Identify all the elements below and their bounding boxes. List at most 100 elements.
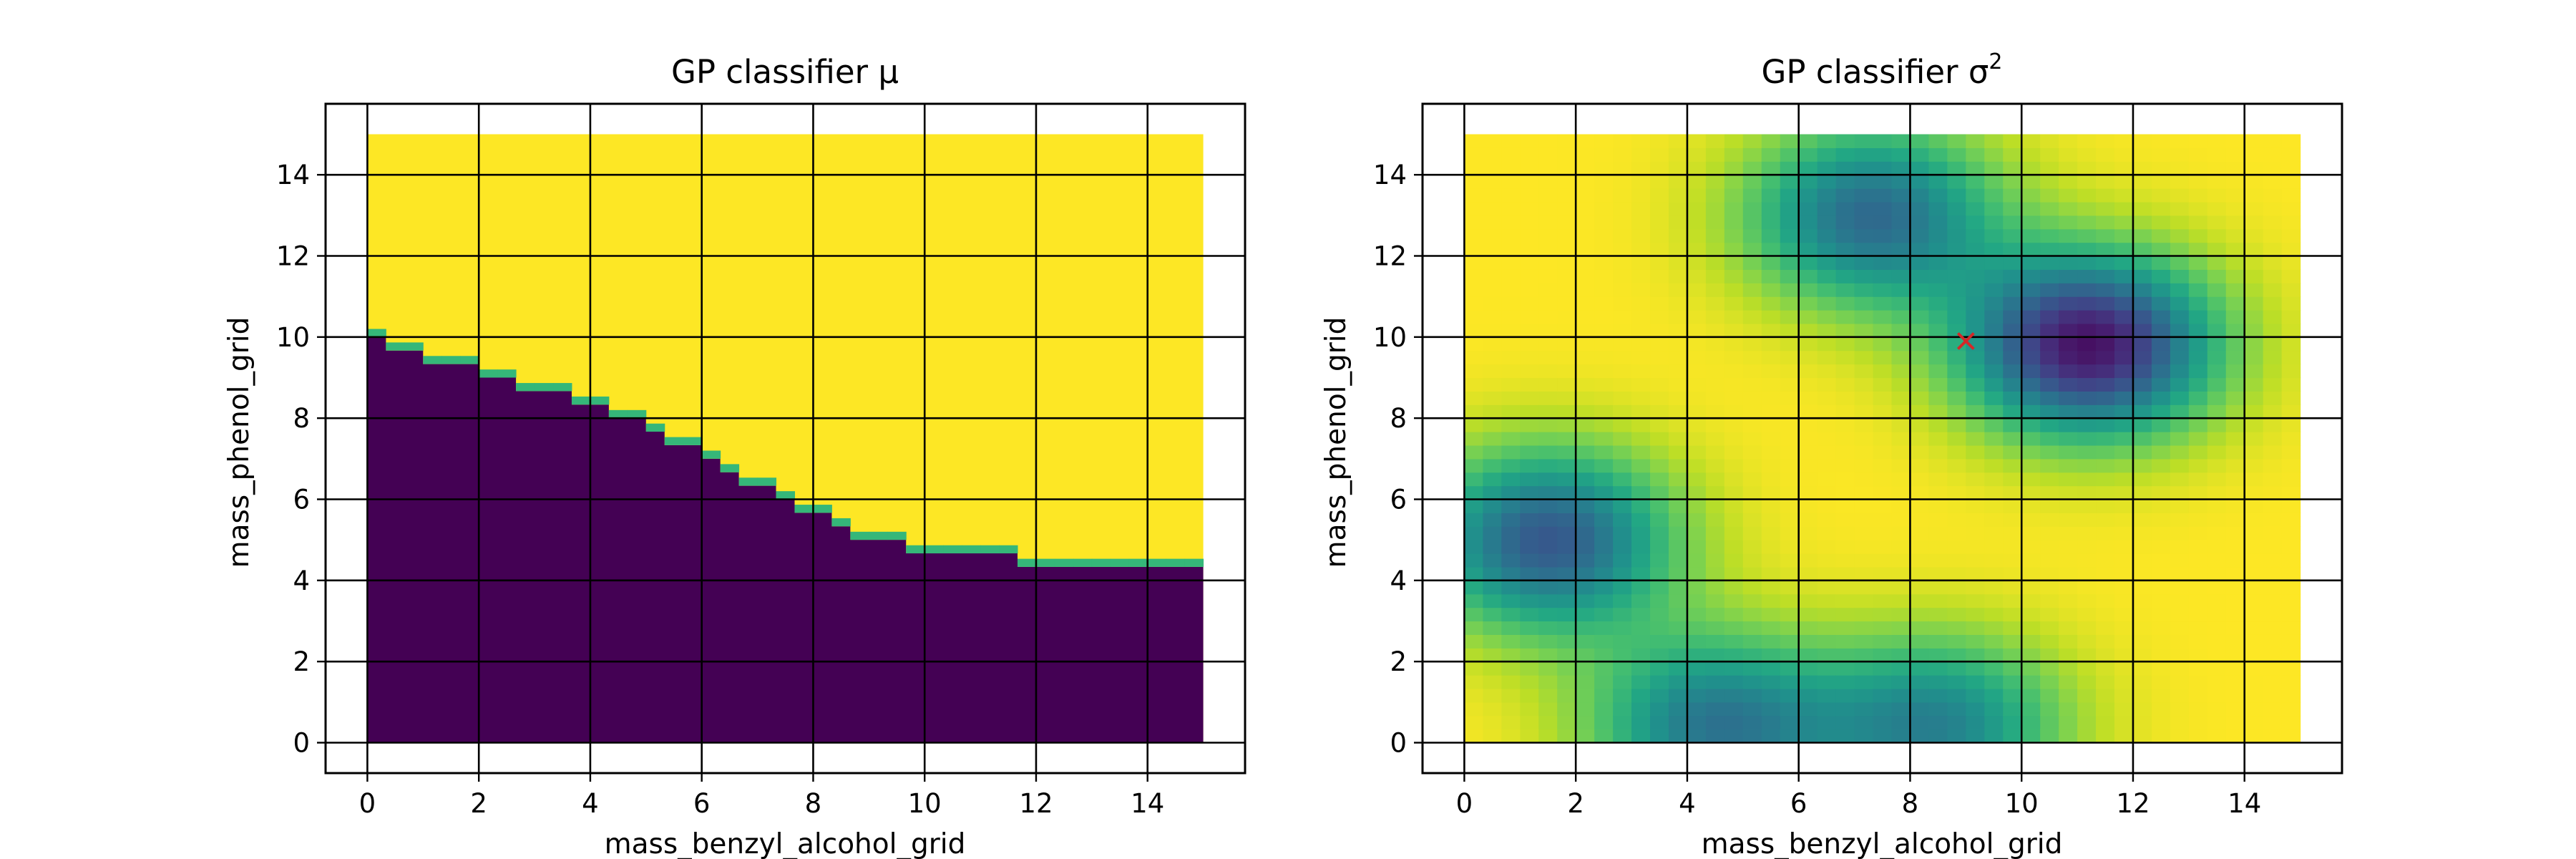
variance-cell xyxy=(2021,242,2041,257)
variance-cell xyxy=(2225,256,2245,270)
variance-cell xyxy=(1817,418,1837,432)
variance-cell xyxy=(1873,256,1893,270)
variance-cell xyxy=(1798,201,1818,216)
y-tick-label: 4 xyxy=(1390,566,1407,596)
variance-cell xyxy=(2059,540,2078,554)
variance-cell xyxy=(2281,188,2301,203)
variance-cell xyxy=(1538,432,1558,446)
variance-cell xyxy=(1928,458,1948,473)
variance-cell xyxy=(1873,702,1893,717)
variance-cell xyxy=(1928,634,1948,649)
variance-cell xyxy=(2188,513,2208,527)
variance-cell xyxy=(1557,336,1576,351)
variance-cell xyxy=(1520,472,1539,487)
variance-cell xyxy=(1650,377,1669,392)
variance-cell xyxy=(2225,675,2245,689)
variance-cell xyxy=(2040,729,2059,744)
boundary-cell xyxy=(1128,558,1148,567)
variance-cell xyxy=(2040,147,2059,162)
variance-cell xyxy=(2170,593,2190,608)
variance-cell xyxy=(2281,729,2301,744)
variance-cell xyxy=(1910,242,1929,257)
variance-cell xyxy=(2225,688,2245,703)
variance-cell xyxy=(1891,580,1911,595)
variance-cell xyxy=(1854,621,1874,635)
variance-cell xyxy=(2096,715,2115,730)
variance-cell xyxy=(1687,188,1707,203)
variance-cell xyxy=(1501,404,1521,419)
variance-cell xyxy=(1613,242,1632,257)
variance-cell xyxy=(2003,661,2022,676)
variance-cell xyxy=(1928,323,1948,338)
variance-cell xyxy=(1947,418,1966,432)
variance-cell xyxy=(1613,688,1632,703)
variance-cell xyxy=(1520,323,1539,338)
variance-cell xyxy=(1501,485,1521,500)
variance-cell xyxy=(1798,323,1818,338)
boundary-cell xyxy=(460,356,479,364)
variance-cell xyxy=(2003,296,2022,311)
variance-cell xyxy=(1464,513,1483,527)
variance-cell xyxy=(2170,256,2190,270)
variance-cell xyxy=(1520,526,1539,540)
variance-cell xyxy=(1817,661,1837,676)
variance-cell xyxy=(2151,391,2171,405)
variance-cell xyxy=(1854,364,1874,379)
variance-cell xyxy=(1613,336,1632,351)
variance-cell xyxy=(1668,391,1688,405)
variance-cell xyxy=(1464,458,1483,473)
variance-cell xyxy=(1501,607,1521,622)
variance-cell xyxy=(1984,688,2004,703)
boundary-cell xyxy=(1184,558,1204,567)
variance-cell xyxy=(1854,634,1874,649)
variance-cell xyxy=(2003,228,2022,243)
variance-cell xyxy=(1984,228,2004,243)
variance-cell xyxy=(2040,242,2059,257)
variance-cell xyxy=(2263,377,2283,392)
variance-cell xyxy=(2263,310,2283,324)
variance-cell xyxy=(1761,621,1781,635)
variance-cell xyxy=(2188,621,2208,635)
variance-cell xyxy=(2059,634,2078,649)
variance-cell xyxy=(1705,485,1725,500)
variance-cell xyxy=(1464,580,1483,595)
variance-cell xyxy=(2151,634,2171,649)
variance-cell xyxy=(1538,283,1558,297)
variance-cell xyxy=(1891,688,1911,703)
variance-cell xyxy=(2207,729,2227,744)
variance-cell xyxy=(1742,580,1762,595)
variance-cell xyxy=(2132,445,2152,460)
variance-cell xyxy=(1687,310,1707,324)
variance-cell xyxy=(2003,634,2022,649)
variance-cell xyxy=(1464,188,1483,203)
variance-cell xyxy=(2151,269,2171,283)
variance-cell xyxy=(1910,661,1929,676)
variance-cell xyxy=(2132,675,2152,689)
variance-cell xyxy=(1520,404,1539,419)
variance-cell xyxy=(2263,323,2283,338)
variance-cell xyxy=(1668,472,1688,487)
variance-cell xyxy=(2040,134,2059,148)
variance-cell xyxy=(1910,350,1929,365)
variance-cell xyxy=(1947,161,1966,175)
variance-cell xyxy=(1817,323,1837,338)
variance-cell xyxy=(1594,634,1614,649)
variance-cell xyxy=(1520,675,1539,689)
variance-cell xyxy=(2170,296,2190,311)
variance-cell xyxy=(2077,513,2097,527)
variance-cell xyxy=(1650,201,1669,216)
variance-cell xyxy=(1984,661,2004,676)
variance-cell xyxy=(1835,147,1855,162)
variance-cell xyxy=(2021,580,2041,595)
variance-cell xyxy=(2244,256,2264,270)
variance-cell xyxy=(2207,364,2227,379)
variance-cell xyxy=(1613,418,1632,432)
variance-cell xyxy=(1798,432,1818,446)
variance-cell xyxy=(1557,323,1576,338)
variance-cell xyxy=(2059,688,2078,703)
variance-cell xyxy=(2096,553,2115,568)
boundary-cell xyxy=(831,518,851,527)
variance-cell xyxy=(2059,147,2078,162)
variance-cell xyxy=(2225,147,2245,162)
variance-cell xyxy=(1742,175,1762,189)
